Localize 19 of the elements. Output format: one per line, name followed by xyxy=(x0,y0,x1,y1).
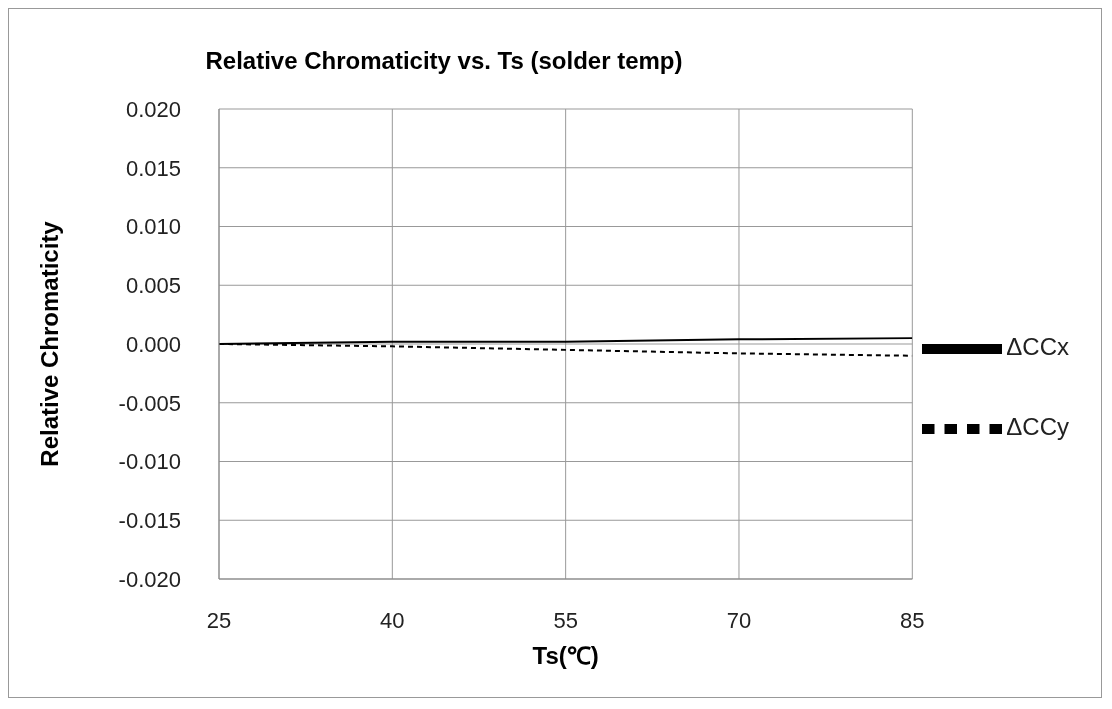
y-tick-label: 0.020 xyxy=(125,96,181,122)
x-tick-label: 85 xyxy=(900,607,925,633)
y-tick-label: 0.010 xyxy=(125,214,181,240)
x-tick-label: 40 xyxy=(380,607,405,633)
x-axis-title: Ts(℃) xyxy=(532,642,599,669)
chart-title: Relative Chromaticity vs. Ts (solder temp) xyxy=(204,47,684,75)
y-axis-title: Relative Chromaticity xyxy=(35,220,63,467)
y-tick-label: -0.010 xyxy=(118,449,181,475)
y-tick-label: -0.015 xyxy=(118,508,181,534)
x-tick-label: 55 xyxy=(553,607,578,633)
legend-label: ΔCCx xyxy=(1006,333,1069,361)
legend-label: ΔCCy xyxy=(1006,413,1069,441)
y-tick-label: 0.000 xyxy=(125,331,181,357)
x-tick-label: 25 xyxy=(206,607,232,633)
x-tick-label: 70 xyxy=(726,607,752,633)
y-tick-label: 0.005 xyxy=(125,273,181,299)
y-tick-label: -0.020 xyxy=(118,566,181,592)
y-tick-label: -0.005 xyxy=(118,390,181,416)
y-tick-label: 0.015 xyxy=(125,155,181,181)
